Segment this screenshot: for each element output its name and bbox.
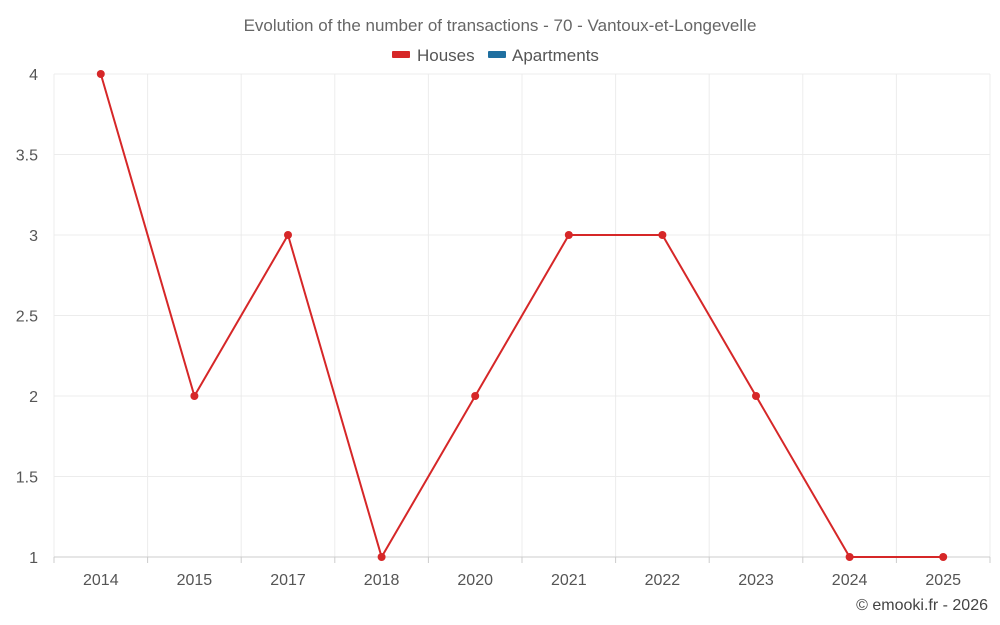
data-point-houses[interactable] bbox=[752, 392, 760, 400]
credit-text: © emooki.fr - 2026 bbox=[856, 597, 988, 614]
x-tick-label: 2018 bbox=[364, 572, 400, 589]
y-tick-label: 1.5 bbox=[16, 470, 38, 487]
legend-item-apartments[interactable]: Apartments bbox=[488, 46, 599, 65]
x-tick-label: 2021 bbox=[551, 572, 587, 589]
x-tick-label: 2025 bbox=[925, 572, 961, 589]
legend-label-apartments: Apartments bbox=[512, 46, 599, 65]
x-tick-label: 2024 bbox=[832, 572, 868, 589]
y-tick-label: 1 bbox=[29, 550, 38, 567]
data-point-houses[interactable] bbox=[845, 553, 854, 561]
data-point-houses[interactable] bbox=[564, 231, 573, 239]
x-tick-label: 2014 bbox=[83, 572, 119, 589]
legend-swatch-houses bbox=[392, 51, 410, 58]
x-tick-label: 2017 bbox=[270, 572, 306, 589]
legend-item-houses[interactable]: Houses bbox=[392, 46, 475, 65]
legend: Houses Apartments bbox=[392, 46, 599, 65]
legend-swatch-apartments bbox=[488, 51, 506, 58]
data-point-houses[interactable] bbox=[471, 392, 480, 400]
series-houses bbox=[96, 70, 948, 561]
y-tick-label: 2.5 bbox=[16, 309, 38, 326]
chart-title: Evolution of the number of transactions … bbox=[244, 16, 757, 35]
data-point-houses[interactable] bbox=[377, 553, 386, 561]
data-point-houses[interactable] bbox=[939, 553, 948, 561]
data-point-houses[interactable] bbox=[96, 70, 105, 78]
y-tick-label: 2 bbox=[29, 389, 38, 406]
x-tick-label: 2022 bbox=[645, 572, 681, 589]
x-tick-label: 2020 bbox=[457, 572, 493, 589]
x-tick-label: 2015 bbox=[177, 572, 213, 589]
series-line-houses bbox=[99, 73, 944, 558]
y-tick-label: 4 bbox=[29, 67, 38, 84]
x-axis-ticks: 2014 2015 2017 2018 2020 2021 2022 2023 2024 2025 bbox=[83, 572, 961, 589]
axes bbox=[53, 556, 991, 563]
y-axis-ticks: 1 1.5 2 2.5 3 3.5 4 bbox=[16, 67, 38, 567]
legend-label-houses: Houses bbox=[417, 46, 475, 65]
data-point-houses[interactable] bbox=[658, 231, 667, 239]
data-point-houses[interactable] bbox=[284, 231, 292, 239]
data-point-houses[interactable] bbox=[190, 392, 199, 400]
y-tick-label: 3.5 bbox=[16, 148, 38, 165]
x-tick-label: 2023 bbox=[738, 572, 774, 589]
y-tick-label: 3 bbox=[29, 228, 38, 245]
